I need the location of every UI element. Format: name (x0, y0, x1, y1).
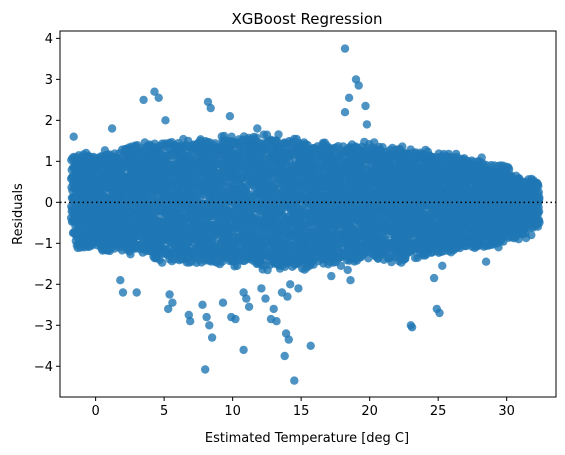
data-point (401, 254, 410, 263)
data-point (157, 258, 167, 267)
chart-title: XGBoost Regression (231, 10, 382, 28)
points-layer (66, 44, 544, 385)
